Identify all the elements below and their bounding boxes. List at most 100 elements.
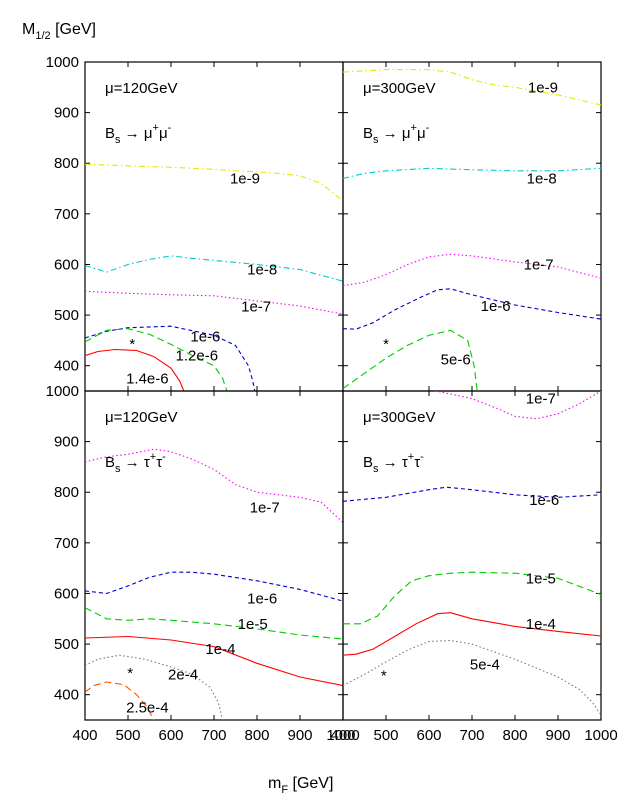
- y-tick-label: 400: [54, 687, 79, 704]
- series-line-1e-5: [85, 607, 343, 640]
- process-sub: s: [373, 134, 379, 146]
- x-axis-title: mF [GeV]: [268, 775, 333, 796]
- x-tick-label: 1000: [326, 727, 359, 744]
- contour-label: 1e-9: [230, 170, 260, 187]
- x-tick-label: 700: [459, 727, 484, 744]
- series-line-1e-5: [343, 571, 601, 625]
- y-tick-label: 900: [54, 105, 79, 122]
- process-s2: -: [426, 122, 430, 134]
- process-s1: +: [411, 122, 417, 134]
- contour-label: 1e-7: [250, 499, 280, 516]
- y-tick-label: 900: [54, 434, 79, 451]
- star-marker: *: [381, 667, 387, 684]
- process-label: Bs → μ+μ-: [105, 122, 172, 146]
- contour-label: 1e-6: [529, 492, 559, 509]
- x-tick-label: 1000: [584, 727, 617, 744]
- process-s1: +: [153, 122, 159, 134]
- contour-label: 1e-7: [524, 256, 554, 273]
- y-tick-label: 600: [54, 256, 79, 273]
- y-tick-label: 1000: [46, 383, 79, 400]
- process-label: Bs → μ+μ-: [363, 122, 430, 146]
- series-line-1e-8: [85, 255, 343, 282]
- y-tick-label: 700: [54, 535, 79, 552]
- y-tick-label: 500: [54, 307, 79, 324]
- contour-label: 1e-4: [205, 641, 235, 658]
- star-marker: *: [127, 665, 133, 682]
- series-line-1e-7: [433, 391, 601, 420]
- contour-label: 5e-6: [441, 352, 471, 369]
- process-s2: -: [162, 451, 166, 463]
- contour-label: 1e-5: [526, 570, 556, 587]
- series-line-1e-9: [343, 69, 601, 106]
- y-tick-label: 800: [54, 155, 79, 172]
- x-tick-label: 400: [72, 727, 97, 744]
- series-line-1e-6: [343, 486, 601, 502]
- y-axis-title: M1/2 [GeV]: [22, 21, 96, 42]
- series-line-2e-4: [85, 654, 224, 720]
- process-arrow: →: [121, 454, 144, 471]
- x-tick-label: 900: [545, 727, 570, 744]
- process-l2: μ: [159, 125, 168, 142]
- series-line-1e-6: [85, 571, 343, 602]
- process-l1: τ: [402, 454, 408, 471]
- series-group: [85, 163, 343, 391]
- process-prefix: B: [105, 454, 115, 471]
- y-tick-label: 800: [54, 484, 79, 501]
- series-line-1e-9: [85, 163, 343, 202]
- contour-label: 1e-8: [527, 170, 557, 187]
- process-s1: +: [150, 451, 156, 463]
- panel-top-left: 400 500 600 700 800 900 1000 1e-9 1e-8 1e-7 1e-6 1.…: [46, 54, 344, 392]
- process-s2: -: [168, 122, 172, 134]
- process-l1: μ: [144, 125, 153, 142]
- y-tick-label: 1000: [46, 54, 79, 71]
- panel-frame: [84, 390, 344, 721]
- process-arrow: →: [379, 125, 402, 142]
- star-marker: *: [129, 336, 135, 353]
- y-tick-label: 400: [54, 358, 79, 375]
- series-line-5e-6: [343, 329, 478, 391]
- x-tick-label: 600: [416, 727, 441, 744]
- series-group: [343, 69, 601, 391]
- mu-label: μ=300GeV: [363, 80, 435, 97]
- process-s1: +: [408, 451, 414, 463]
- process-l1: τ: [144, 454, 150, 471]
- mu-label: μ=120GeV: [105, 409, 177, 426]
- x-tick-label: 800: [244, 727, 269, 744]
- process-label: Bs → τ+τ-: [363, 451, 424, 475]
- series-group: [343, 391, 601, 716]
- series-line-1.2e-6: [85, 328, 228, 391]
- y-tick-label: 700: [54, 206, 79, 223]
- process-sub: s: [115, 134, 121, 146]
- process-s2: -: [420, 451, 424, 463]
- series-line-1.4e-6: [85, 348, 185, 391]
- process-l2: μ: [417, 125, 426, 142]
- y-tick-label: 600: [54, 585, 79, 602]
- series-line-1e-8: [343, 167, 601, 179]
- process-l1: μ: [402, 125, 411, 142]
- contour-label: 1.2e-6: [176, 348, 219, 365]
- process-l2: τ: [414, 454, 420, 471]
- series-line-1e-6: [85, 325, 256, 391]
- x-tick-label: 600: [158, 727, 183, 744]
- series-line-1e-7: [85, 290, 343, 315]
- x-tick-label: 500: [373, 727, 398, 744]
- process-sub: s: [115, 463, 121, 475]
- process-arrow: →: [379, 454, 402, 471]
- contour-label: 1e-8: [247, 262, 277, 279]
- panel-frame: [342, 61, 602, 392]
- x-tick-label: 500: [115, 727, 140, 744]
- contour-label: 1e-4: [526, 616, 556, 633]
- contour-label: 1.4e-6: [126, 370, 169, 387]
- star-marker: *: [383, 336, 389, 353]
- series-line-1e-7: [343, 253, 601, 287]
- contour-label: 1e-6: [190, 328, 220, 345]
- x-tick-label: 400: [330, 727, 355, 744]
- series-line-1e-4: [85, 635, 343, 687]
- series-line-1e-6: [343, 288, 601, 330]
- x-tick-label: 700: [201, 727, 226, 744]
- process-sub: s: [373, 463, 379, 475]
- contour-label: 1e-7: [241, 298, 271, 315]
- mu-label: μ=300GeV: [363, 409, 435, 426]
